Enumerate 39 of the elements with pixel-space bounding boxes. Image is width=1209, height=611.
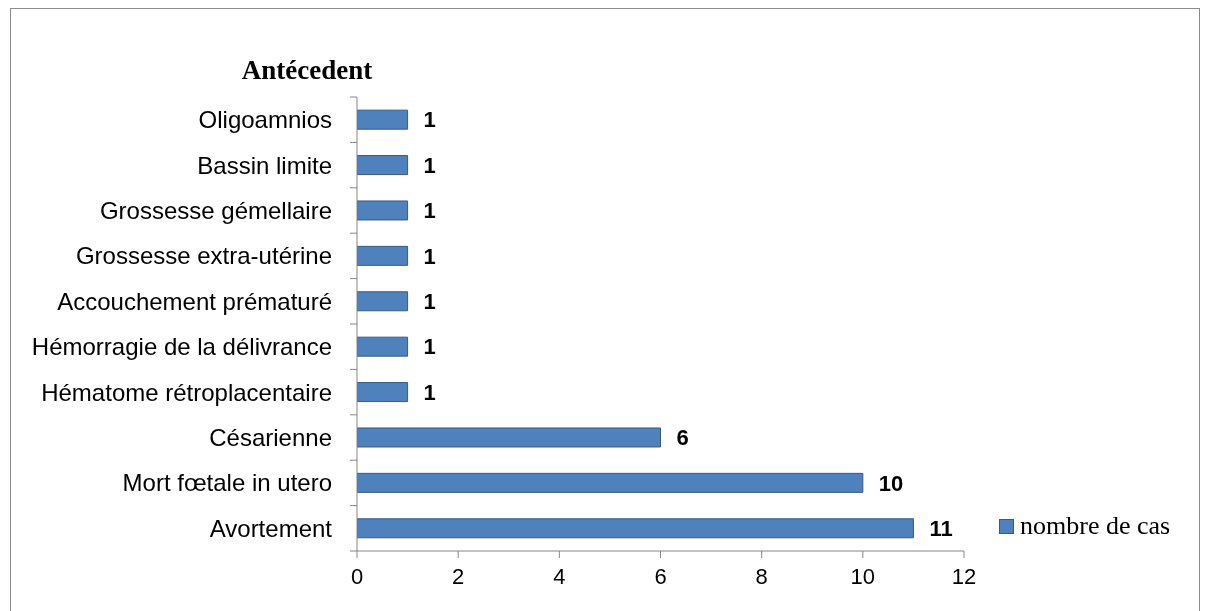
data-label: 6	[676, 425, 689, 451]
bar	[357, 291, 409, 312]
y-tick-label: Avortement	[209, 514, 333, 542]
data-label: 1	[423, 107, 436, 133]
data-label: 1	[423, 198, 436, 224]
data-label: 1	[423, 334, 436, 360]
data-label: 1	[423, 289, 436, 315]
x-tick-label: 2	[452, 563, 465, 589]
bar	[357, 382, 409, 403]
bar	[357, 200, 409, 221]
y-tick-label: Mort fœtale in utero	[122, 469, 332, 497]
data-label: 11	[929, 516, 953, 542]
data-label: 1	[423, 379, 436, 405]
x-tick-label: 10	[850, 563, 876, 589]
y-tick-label: Grossesse gémellaire	[99, 197, 332, 224]
legend-label: nombre de cas	[1020, 511, 1171, 541]
bar	[357, 245, 409, 266]
bar	[357, 109, 409, 130]
y-tick-label: Oligoamnios	[198, 106, 332, 134]
bar	[357, 518, 914, 539]
y-tick-label: Grossesse extra-utérine	[75, 242, 332, 270]
y-tick-label: Hémorragie de la délivrance	[31, 333, 332, 361]
y-tick-label: Accouchement prématuré	[57, 287, 332, 315]
bar	[357, 336, 409, 357]
y-axis-title: Antécedent	[240, 55, 374, 85]
y-tick-label: Hématome rétroplacentaire	[41, 378, 332, 406]
x-tick-label: 0	[350, 563, 364, 589]
bar	[357, 472, 864, 493]
bar	[357, 427, 661, 448]
y-tick-label: Césarienne	[209, 424, 332, 451]
x-tick-label: 4	[553, 563, 566, 589]
y-tick-label: Bassin limite	[197, 151, 332, 179]
x-tick-label: 6	[654, 563, 667, 589]
data-label: 1	[423, 243, 436, 269]
data-label: 1	[423, 152, 436, 178]
x-tick-label: 12	[951, 563, 977, 589]
x-tick-label: 8	[755, 563, 768, 589]
data-label: 10	[878, 470, 904, 496]
bar	[357, 155, 409, 176]
